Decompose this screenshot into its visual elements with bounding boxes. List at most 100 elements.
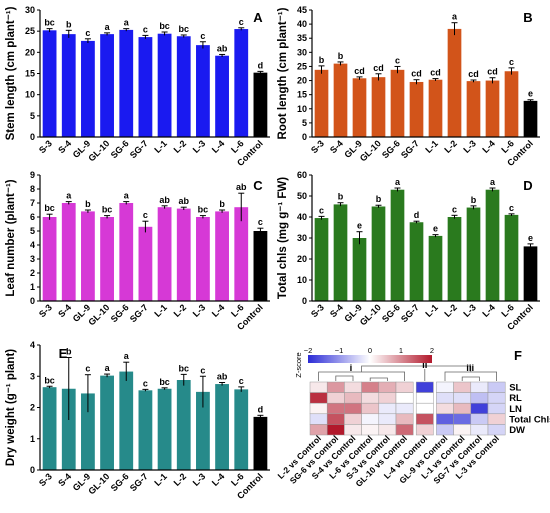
bar xyxy=(176,380,191,470)
bar xyxy=(371,206,386,301)
cluster-label: ii xyxy=(422,360,427,371)
significance-letter: b xyxy=(376,194,382,204)
panel-label: A xyxy=(253,10,263,25)
significance-letter: c xyxy=(239,17,244,27)
heatmap-cell xyxy=(361,424,380,436)
bar xyxy=(119,203,134,301)
y-tick-label: 5 xyxy=(30,111,35,121)
heatmap-cell xyxy=(378,424,397,436)
bar xyxy=(485,80,500,137)
heatmap-cell xyxy=(470,392,489,404)
bar xyxy=(428,79,443,137)
heatmap-cell xyxy=(453,392,472,404)
heatmap-cell xyxy=(470,413,489,425)
bar xyxy=(215,211,229,301)
significance-letter: a xyxy=(105,22,111,32)
bar xyxy=(215,384,229,470)
x-tick-label: SG-6 xyxy=(109,302,131,324)
x-tick-label: SG-6 xyxy=(380,138,402,160)
significance-letter: c xyxy=(200,365,205,375)
significance-letter: d xyxy=(258,60,264,70)
x-tick-label: L-1 xyxy=(152,302,169,319)
significance-letter: bc xyxy=(44,18,55,28)
significance-letter: bc xyxy=(159,377,170,387)
bar xyxy=(234,207,249,301)
x-tick-label: L-3 xyxy=(461,138,478,155)
y-tick-label: 50 xyxy=(297,191,307,201)
x-tick-label: GL-10 xyxy=(358,138,383,163)
y-axis-label: Stem length (cm plant⁻¹) xyxy=(5,6,17,140)
panel-label: E xyxy=(59,346,68,361)
y-tick-label: 4 xyxy=(30,340,35,350)
heatmap-cell xyxy=(361,402,380,415)
heatmap-cell xyxy=(344,392,362,404)
x-tick-label: L-4 xyxy=(480,302,497,319)
bar xyxy=(157,33,172,137)
x-tick-label: SG-7 xyxy=(399,138,421,160)
significance-letter: ab xyxy=(159,195,170,205)
significance-letter: bc xyxy=(178,24,189,34)
colorbar xyxy=(308,355,432,363)
x-tick-label: S-3 xyxy=(37,302,54,319)
bar xyxy=(176,36,191,137)
heatmap-cell xyxy=(487,402,506,415)
y-axis-label: Total chls (mg g⁻¹ FW) xyxy=(277,177,289,299)
y-tick-label: 4 xyxy=(30,240,35,250)
heatmap-cell xyxy=(309,413,328,425)
x-tick-label: GL-10 xyxy=(358,302,383,327)
heatmap-cell xyxy=(453,381,472,393)
panel-A: 051015202530bcS-3bS-4cGL-9aGL-10aSG-6cSG… xyxy=(5,5,270,168)
y-axis-label: Leaf number (plant⁻¹) xyxy=(5,179,17,296)
colorbar-tick-label: 0 xyxy=(368,346,372,355)
y-tick-label: 20 xyxy=(297,76,307,86)
significance-letter: c xyxy=(509,203,514,213)
y-axis-label: Root length (cm plant⁻¹) xyxy=(277,7,289,139)
significance-letter: bc xyxy=(178,363,189,373)
heatmap-cell xyxy=(415,424,434,436)
heatmap-row-label: Total Chls xyxy=(509,414,550,425)
heatmap-cell xyxy=(487,381,506,393)
x-tick-label: L-1 xyxy=(152,471,169,488)
significance-letter: b xyxy=(85,199,91,209)
y-tick-label: 25 xyxy=(297,61,307,71)
y-tick-label: 2 xyxy=(30,403,35,413)
heatmap-cell xyxy=(326,402,345,415)
heatmap-cell xyxy=(436,392,454,404)
significance-letter: c xyxy=(143,210,148,220)
significance-letter: c xyxy=(200,31,205,41)
significance-letter: d xyxy=(414,210,420,220)
bar xyxy=(409,81,424,137)
x-tick-label: L-2 xyxy=(442,302,459,319)
significance-letter: cd xyxy=(411,69,422,79)
significance-letter: ab xyxy=(236,182,247,192)
x-tick-label: L-3 xyxy=(461,302,478,319)
bar xyxy=(119,371,134,470)
heatmap-cell xyxy=(326,413,345,425)
bar xyxy=(100,34,114,137)
x-tick-label: SG-7 xyxy=(399,302,421,324)
colorbar-tick-label: −1 xyxy=(335,346,344,355)
significance-letter: ab xyxy=(217,372,228,382)
bar xyxy=(253,231,268,301)
y-tick-label: 0 xyxy=(30,132,35,142)
heatmap-cell xyxy=(344,413,362,425)
panel-C: 0123456789bcS-3aS-4bGL-9bcGL-10aSG-6cSG-… xyxy=(5,170,270,332)
heatmap-cell xyxy=(309,392,328,404)
heatmap-cell xyxy=(470,381,489,393)
y-tick-label: 10 xyxy=(25,90,35,100)
significance-letter: bc xyxy=(198,205,209,215)
y-tick-label: 40 xyxy=(297,19,307,29)
significance-letter: c xyxy=(85,364,90,374)
heatmap-cell xyxy=(453,424,472,436)
heatmap-cell xyxy=(344,424,362,436)
significance-letter: a xyxy=(452,12,458,22)
significance-letter: c xyxy=(258,217,263,227)
significance-letter: e xyxy=(433,224,438,234)
bar xyxy=(447,217,462,301)
significance-letter: c xyxy=(239,376,244,386)
significance-letter: a xyxy=(124,351,130,361)
heatmap-cell xyxy=(378,413,397,425)
heatmap-cell xyxy=(326,424,345,436)
x-tick-label: L-4 xyxy=(210,471,227,488)
